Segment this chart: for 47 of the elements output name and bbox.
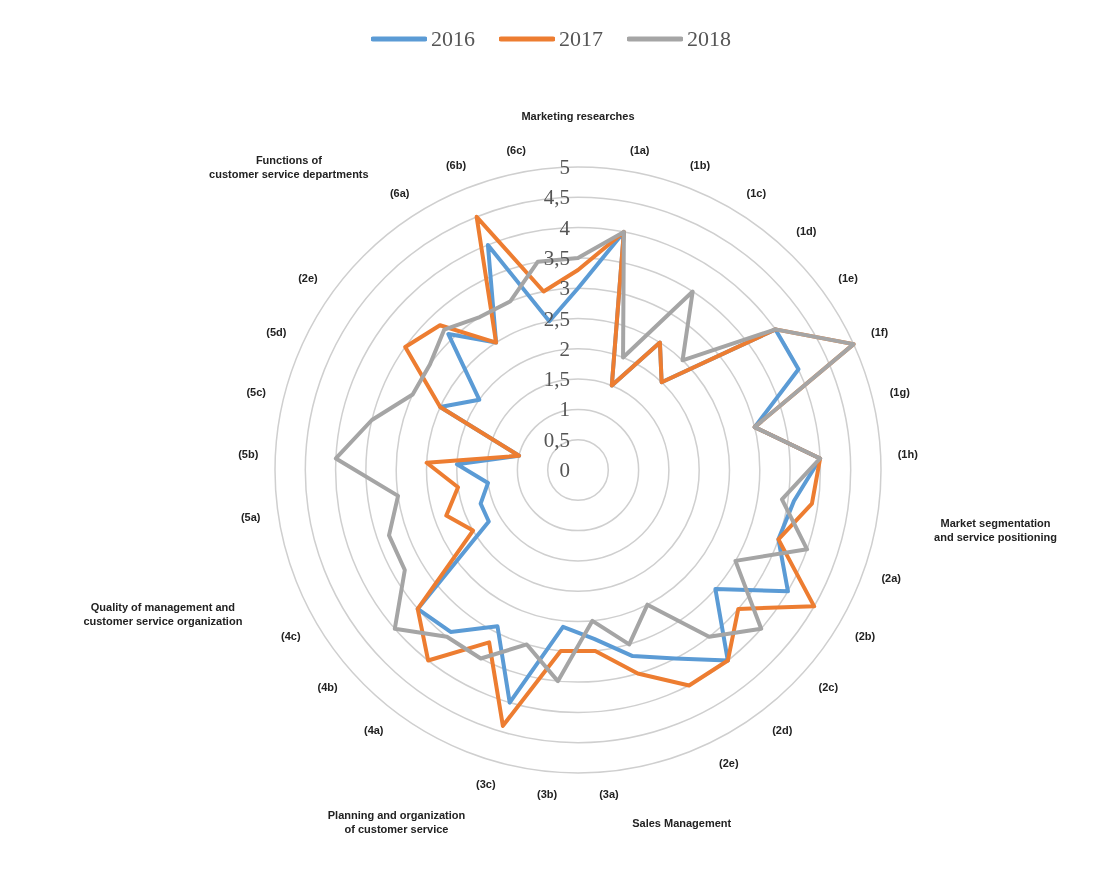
spoke-label: Quality of management and customer service organization — [83, 600, 243, 627]
spoke-label: (1c) — [746, 186, 767, 199]
spoke-label: (1g) — [889, 385, 911, 398]
y-tick-label: 3 — [559, 276, 570, 301]
spoke-label: (3b) — [537, 787, 558, 800]
spoke-label: (4a) — [363, 723, 384, 736]
spoke-label: (6b) — [445, 159, 467, 172]
spoke-label: (4b) — [317, 680, 339, 693]
spoke-label: (4c) — [281, 629, 301, 642]
spoke-label: (2e) — [298, 271, 319, 284]
y-tick-label: 2,5 — [543, 306, 570, 331]
spoke-label: (3c) — [476, 778, 496, 791]
spoke-label: (1b) — [689, 159, 711, 172]
spoke-label: (1f) — [871, 326, 889, 339]
y-tick-label: 0,5 — [543, 427, 570, 452]
spoke-label: (1d) — [796, 224, 817, 237]
spoke-label: Marketing researches — [521, 110, 635, 122]
legend-label: 2018 — [686, 26, 731, 52]
y-tick-label: 1 — [559, 397, 570, 422]
spoke-label: (5b) — [238, 448, 259, 461]
spoke-label: (2c) — [818, 680, 839, 693]
spoke-label: (1e) — [838, 271, 859, 284]
y-tick-label: 3,5 — [543, 245, 570, 270]
legend-label: 2017 — [558, 26, 603, 52]
spoke-label: Functions of customer service departments — [209, 153, 369, 180]
spoke-label: (5c) — [246, 385, 267, 398]
y-tick-label: 0 — [559, 458, 570, 482]
spoke-label: (2b) — [855, 629, 876, 642]
spoke-label: Sales Management — [632, 817, 732, 830]
y-tick-label: 2 — [559, 336, 570, 361]
y-tick-label: 4 — [559, 215, 571, 240]
spoke-label: (2a) — [881, 572, 902, 585]
spoke-label: (6c) — [506, 143, 527, 156]
y-tick-label: 1,5 — [543, 367, 570, 392]
y-tick-label: 4,5 — [543, 185, 570, 210]
spoke-label: (3a) — [599, 787, 620, 800]
legend-label: 2016 — [430, 26, 475, 52]
spoke-label: Planning and organization of customer service — [327, 809, 466, 836]
spoke-label: Market segmentation and service positioning — [934, 517, 1057, 544]
spoke-label: (1h) — [897, 448, 919, 461]
spoke-label: (5a) — [240, 511, 261, 524]
spoke-label: (5d) — [266, 326, 287, 339]
spoke-label: (6a) — [389, 186, 410, 199]
spoke-label: (2e) — [719, 756, 739, 769]
spoke-label: (1a) — [629, 143, 650, 156]
y-tick-label: 5 — [559, 155, 570, 179]
spoke-label: (2d) — [772, 723, 793, 736]
